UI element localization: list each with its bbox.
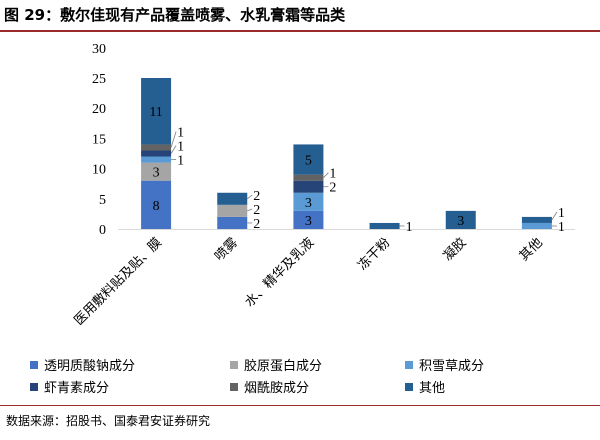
- legend-swatch: [230, 382, 238, 391]
- x-tick-label: 医用敷料贴及贴、膜: [72, 235, 165, 328]
- x-tick-label: 冻干粉: [355, 235, 394, 274]
- data-label: 1: [558, 206, 565, 221]
- bar-segment: [293, 210, 324, 229]
- legend-swatch: [30, 382, 38, 391]
- y-tick-label: 25: [92, 72, 106, 87]
- legend-item: 积雪草成分: [405, 355, 484, 374]
- legend-item: 虾青素成分: [30, 377, 109, 396]
- legend-item: 烟酰胺成分: [230, 377, 309, 396]
- x-tick-label: 喷雾: [212, 235, 241, 264]
- data-label-leader: [247, 208, 253, 212]
- data-label-leader: [323, 172, 329, 178]
- data-label: 8: [153, 199, 160, 214]
- legend-swatch: [30, 360, 38, 369]
- legend-item: 透明质酸钠成分: [30, 355, 135, 374]
- bar-segment: [521, 216, 552, 223]
- data-label-leader: [170, 145, 177, 154]
- legend-label: 胶原蛋白成分: [244, 359, 323, 374]
- x-tick-label: 凝胶: [440, 235, 470, 265]
- y-tick-label: 0: [99, 223, 106, 238]
- data-label-leader: [247, 194, 253, 200]
- y-tick-label: 30: [92, 42, 106, 57]
- bar-segment: [141, 150, 172, 157]
- data-label: 5: [305, 154, 312, 169]
- legend-label: 积雪草成分: [419, 359, 485, 374]
- data-label: 2: [253, 217, 260, 232]
- data-label: 1: [177, 126, 184, 141]
- data-label: 3: [153, 166, 160, 181]
- data-label-leader: [170, 131, 177, 148]
- bar-segment: [445, 210, 476, 229]
- legend-swatch: [405, 382, 413, 391]
- stacked-bar-chart: 0510152025308311111医用敷料贴及贴、膜222喷雾33521水、…: [72, 42, 575, 329]
- y-tick-label: 20: [92, 102, 106, 117]
- x-tick-label: 其他: [517, 235, 546, 264]
- bar-segment: [293, 144, 324, 175]
- y-tick-label: 5: [99, 193, 106, 208]
- bar-segment: [293, 192, 324, 211]
- data-label: 2: [253, 203, 260, 218]
- bar-segment: [141, 144, 172, 151]
- data-label: 1: [406, 220, 413, 235]
- bar-segment: [217, 204, 248, 217]
- legend-label: 虾青素成分: [44, 381, 110, 396]
- bar-segment: [293, 180, 324, 193]
- bar-segment: [217, 216, 248, 229]
- data-label: 3: [457, 214, 464, 229]
- data-label: 3: [305, 214, 312, 229]
- legend-label: 透明质酸钠成分: [44, 359, 136, 374]
- bar-segment: [369, 222, 400, 229]
- y-tick-label: 10: [92, 163, 106, 178]
- x-tick-label: 水、精华及乳液: [242, 235, 317, 310]
- figure-title: 图 29：敷尔佳现有产品覆盖喷雾、水乳膏霜等品类: [4, 6, 346, 24]
- data-label-leader: [551, 211, 558, 221]
- legend-label: 其他: [419, 381, 446, 396]
- bar-segment: [141, 162, 172, 181]
- data-label: 1: [177, 154, 184, 169]
- data-label: 1: [329, 167, 336, 182]
- bar-segment: [141, 156, 172, 163]
- bar-segment: [141, 180, 172, 229]
- bar-segment: [217, 192, 248, 205]
- data-label: 1: [177, 140, 184, 155]
- bar-segment: [521, 222, 552, 229]
- data-label: 1: [558, 220, 565, 235]
- y-tick-label: 15: [92, 132, 106, 147]
- legend-label: 烟酰胺成分: [244, 381, 310, 396]
- legend-swatch: [405, 360, 413, 369]
- data-label: 2: [253, 189, 260, 204]
- data-label: 3: [305, 196, 312, 211]
- legend-item: 胶原蛋白成分: [230, 355, 322, 374]
- source-divider: [0, 405, 600, 406]
- bar-segment: [141, 78, 172, 145]
- data-label: 11: [149, 105, 162, 120]
- data-label: 2: [329, 181, 336, 196]
- title-divider: [0, 30, 600, 32]
- source-note: 数据来源：招股书、国泰君安证券研究: [6, 414, 211, 428]
- legend-swatch: [230, 360, 238, 369]
- bar-segment: [293, 174, 324, 181]
- legend-item: 其他: [405, 377, 445, 396]
